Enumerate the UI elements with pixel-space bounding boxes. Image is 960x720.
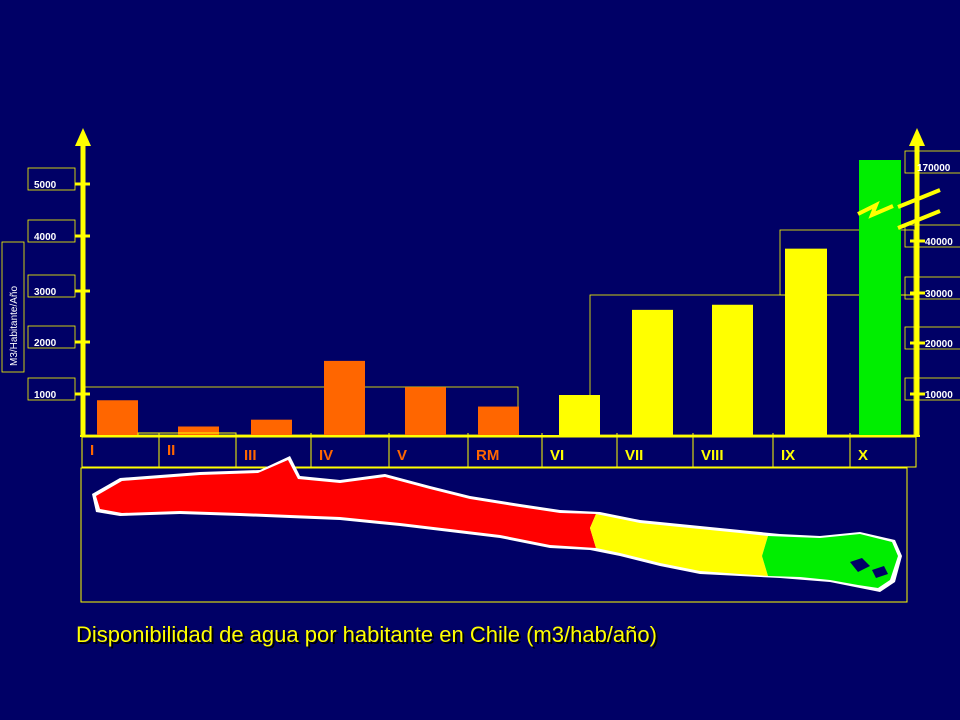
right-tick-box-10000: [904, 377, 960, 401]
map-region-green: [762, 534, 898, 588]
right-tick-box-20000: [904, 326, 960, 350]
right-tick-box-30000: [904, 276, 960, 300]
category-label-I: I: [90, 442, 94, 459]
bar-VII: [632, 309, 673, 437]
left-tick-label-2000: 2000: [34, 338, 57, 349]
left-axis-arrow: [75, 128, 91, 146]
bar-VI: [559, 395, 600, 437]
category-label-X: X: [858, 447, 868, 464]
left-tick-box-5000: [27, 167, 76, 191]
right-tick-label-30000: 30000: [925, 289, 953, 300]
axes: [75, 128, 941, 437]
bars: [97, 160, 901, 437]
axis-break-mark: [857, 200, 894, 219]
bar-VIII: [712, 304, 753, 437]
bar-V: [405, 387, 446, 437]
category-label-VI: VI: [550, 447, 564, 464]
bar-IV: [324, 360, 365, 437]
bar-IX: [785, 248, 827, 437]
map-region-yellow: [590, 514, 768, 576]
category-label-IV: IV: [319, 447, 333, 464]
chart-title: Disponibilidad de agua por habitante en …: [76, 622, 657, 647]
right-axis-arrow: [909, 128, 925, 146]
left-tick-box-2000: [27, 325, 76, 349]
category-label-V: V: [397, 447, 407, 464]
right-tick-label-170000: 170000: [917, 163, 951, 174]
category-label-VII: VII: [625, 447, 643, 464]
left-tick-box-3000: [27, 274, 76, 298]
map-frame: [80, 467, 908, 603]
left-tick-label-3000: 3000: [34, 287, 57, 298]
map-islands: [850, 558, 888, 578]
left-tick-box-1000: [27, 377, 76, 401]
category-step: [137, 432, 237, 437]
ylabel-box: [1, 241, 25, 373]
category-strip: [81, 436, 917, 468]
right-tick-box-170000: [904, 150, 960, 174]
left-tick-label-4000: 4000: [34, 232, 57, 243]
right-tick-label-10000: 10000: [925, 390, 953, 401]
y-axis-label: M3/Habitante/Año: [9, 286, 20, 366]
category-label-RM: RM: [476, 447, 499, 464]
chile-map: [80, 456, 908, 603]
bar-I: [97, 400, 138, 437]
left-tick-label-1000: 1000: [34, 390, 57, 401]
reference-box-left: [81, 386, 519, 436]
bar-II: [178, 426, 219, 437]
category-labels: I II III IV V RM VI VII VIII IX X: [81, 432, 917, 468]
left-tick-label-5000: 5000: [34, 180, 57, 191]
map-region-red: [96, 460, 596, 548]
right-tick-label-20000: 20000: [925, 339, 953, 350]
category-label-VIII: VIII: [701, 447, 724, 464]
bar-RM: [478, 406, 519, 437]
tick-labels: 1000 2000 3000 4000 5000 M3/Habitante/Año 1000…: [1, 150, 960, 401]
right-tick-box-40000: [904, 224, 960, 248]
category-label-IX: IX: [781, 447, 795, 464]
reference-box-right-top: [779, 229, 915, 296]
right-tick-label-40000: 40000: [925, 237, 953, 248]
category-label-II: II: [167, 442, 175, 459]
category-label-III: III: [244, 447, 257, 464]
bar-III: [251, 419, 292, 437]
bar-X: [859, 160, 901, 437]
left-tick-box-4000: [27, 219, 76, 243]
